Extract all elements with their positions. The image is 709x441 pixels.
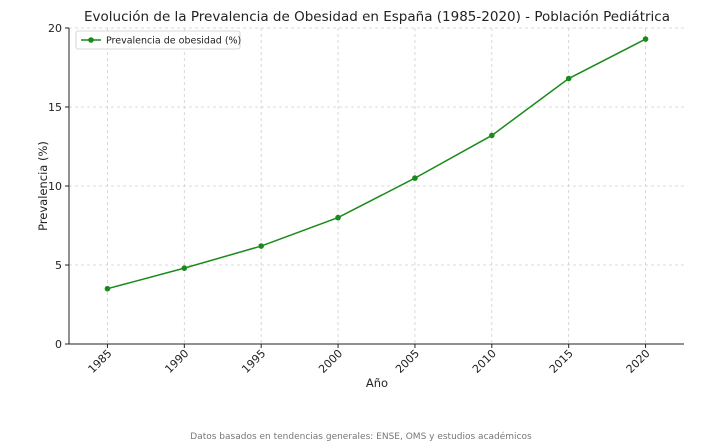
legend: Prevalencia de obesidad (%) bbox=[75, 30, 241, 50]
data-point bbox=[642, 36, 649, 42]
x-tick-label: 2005 bbox=[393, 347, 422, 376]
series-line bbox=[107, 38, 646, 290]
data-point bbox=[489, 132, 495, 139]
grid bbox=[69, 27, 684, 345]
y-tick-label: 0 bbox=[55, 338, 62, 351]
x-tick-label: 2010 bbox=[470, 347, 499, 376]
legend-marker-swatch bbox=[88, 37, 94, 43]
x-tick-label: 1990 bbox=[162, 347, 191, 376]
y-tick-label: 5 bbox=[55, 259, 62, 272]
data-point bbox=[565, 75, 572, 82]
chart-title: Evolución de la Prevalencia de Obesidad … bbox=[84, 9, 670, 25]
footnote: Datos basados en tendencias generales: E… bbox=[190, 431, 532, 441]
x-tick-label: 2020 bbox=[624, 347, 653, 376]
y-tick-label: 15 bbox=[48, 101, 62, 114]
x-tick-label: 2000 bbox=[316, 347, 345, 376]
x-axis-label: Año bbox=[366, 376, 388, 390]
x-tick-label: 2015 bbox=[547, 347, 576, 376]
data-point bbox=[335, 214, 341, 221]
legend-label: Prevalencia de obesidad (%) bbox=[106, 36, 241, 47]
x-axis-ticks: 1985 1990 1995 2000 2005 2010 2015 2020 bbox=[86, 344, 653, 376]
x-tick-label: 1995 bbox=[239, 347, 268, 376]
x-tick-label: 1985 bbox=[86, 347, 115, 376]
data-point bbox=[181, 265, 188, 271]
y-axis-ticks: 0 5 10 15 20 bbox=[48, 22, 69, 351]
legend-box bbox=[75, 30, 241, 50]
y-tick-label: 20 bbox=[48, 22, 62, 35]
data-point bbox=[412, 175, 418, 181]
data-point bbox=[258, 243, 264, 249]
y-tick-label: 10 bbox=[48, 180, 62, 193]
y-axis-label: Prevalencia (%) bbox=[36, 141, 50, 231]
series-layer bbox=[104, 36, 649, 292]
data-point bbox=[104, 285, 111, 292]
